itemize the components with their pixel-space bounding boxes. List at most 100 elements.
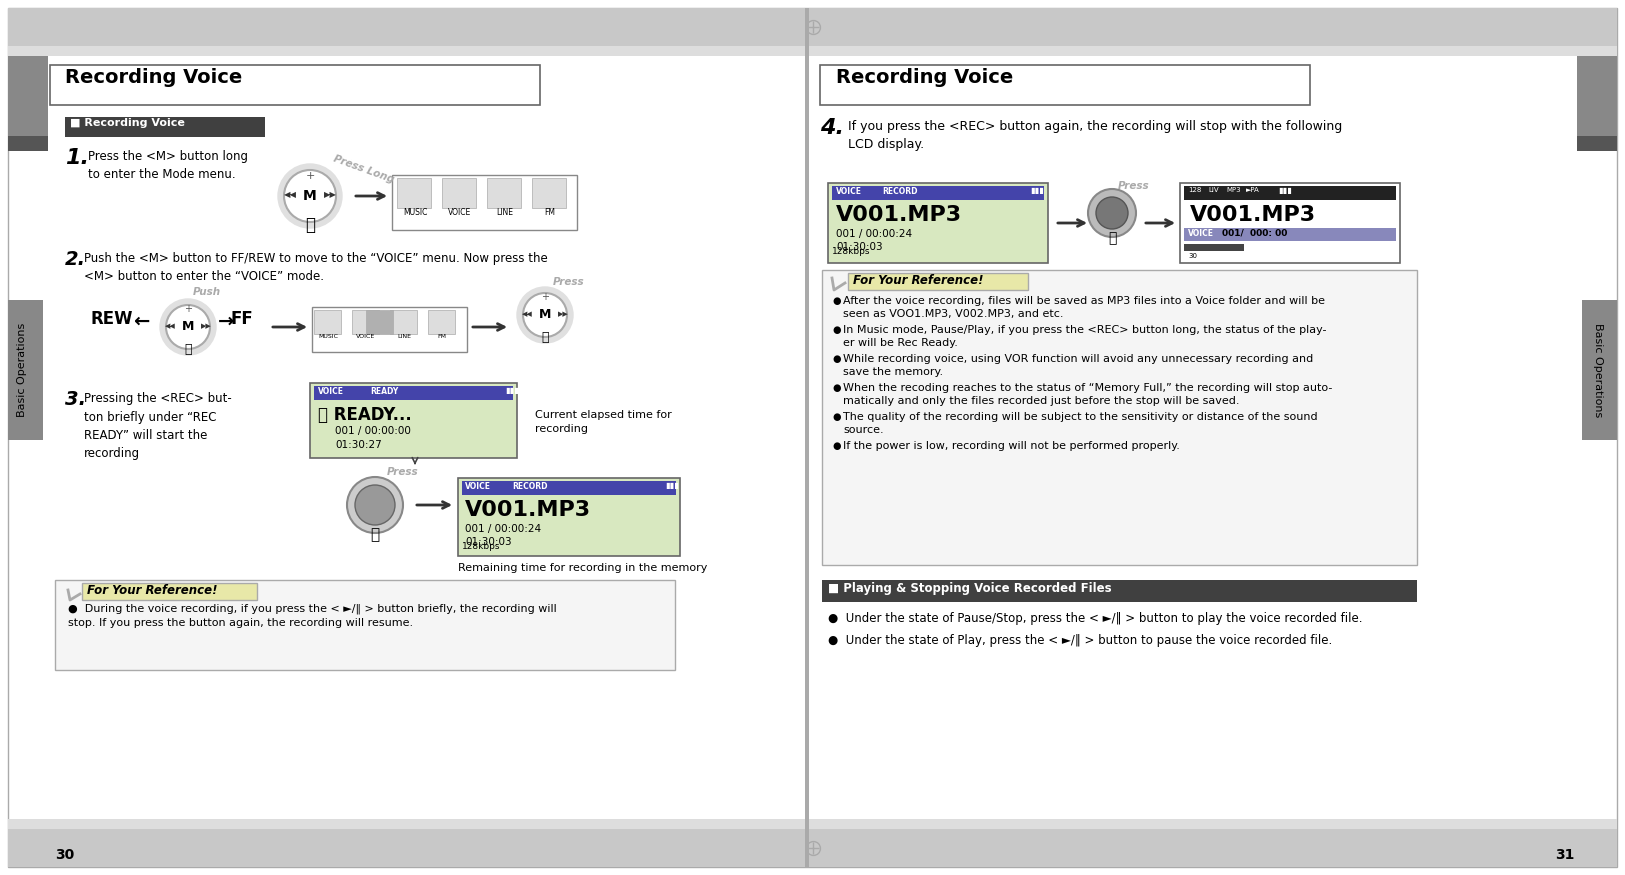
Text: +: + bbox=[306, 171, 315, 181]
Text: Press Long: Press Long bbox=[332, 154, 395, 186]
Text: Pressing the <REC> but-
ton briefly under “REC
READY” will start the
recording: Pressing the <REC> but- ton briefly unde… bbox=[84, 392, 232, 460]
Text: →: → bbox=[218, 312, 234, 331]
Bar bbox=[1185, 186, 1396, 200]
Bar bbox=[461, 481, 676, 495]
Bar bbox=[55, 580, 674, 670]
Text: ●: ● bbox=[832, 412, 840, 422]
Text: Press: Press bbox=[1118, 181, 1149, 191]
Text: seen as VOO1.MP3, V002.MP3, and etc.: seen as VOO1.MP3, V002.MP3, and etc. bbox=[843, 309, 1063, 319]
Text: ●: ● bbox=[832, 325, 840, 335]
Text: 128kbps: 128kbps bbox=[461, 542, 500, 551]
Bar bbox=[488, 178, 522, 208]
Bar bbox=[427, 310, 455, 334]
Text: MP3: MP3 bbox=[1225, 187, 1240, 193]
Text: M: M bbox=[304, 189, 317, 203]
Bar bbox=[392, 175, 577, 230]
Text: Remaining time for recording in the memory: Remaining time for recording in the memo… bbox=[458, 563, 707, 573]
Bar bbox=[822, 580, 1417, 602]
Text: MUSIC: MUSIC bbox=[403, 208, 427, 217]
Circle shape bbox=[1089, 189, 1136, 237]
Text: 001 / 00:00:24: 001 / 00:00:24 bbox=[465, 524, 541, 534]
Text: 31: 31 bbox=[1555, 848, 1575, 862]
Text: ▶▶: ▶▶ bbox=[323, 191, 336, 200]
Text: 3.: 3. bbox=[65, 390, 86, 409]
Text: Basic Operations: Basic Operations bbox=[16, 323, 28, 417]
Text: 🖐: 🖐 bbox=[541, 331, 549, 344]
Text: +: + bbox=[541, 292, 549, 302]
Text: VOICE: VOICE bbox=[1188, 229, 1214, 238]
Text: READY: READY bbox=[370, 387, 398, 396]
Text: 001 / 00:00:00: 001 / 00:00:00 bbox=[335, 426, 411, 436]
Text: LINE: LINE bbox=[497, 208, 514, 217]
Text: In Music mode, Pause/Play, if you press the <REC> button long, the status of the: In Music mode, Pause/Play, if you press … bbox=[843, 325, 1326, 335]
Text: er will be Rec Ready.: er will be Rec Ready. bbox=[843, 338, 957, 348]
Text: REW: REW bbox=[89, 310, 133, 328]
Text: 001/  000: 00: 001/ 000: 00 bbox=[1222, 229, 1287, 238]
Text: V001.MP3: V001.MP3 bbox=[1190, 205, 1316, 225]
Text: VOICE: VOICE bbox=[318, 387, 344, 396]
Bar bbox=[390, 310, 418, 334]
Bar bbox=[1576, 56, 1617, 136]
Text: ◀◀: ◀◀ bbox=[164, 323, 176, 329]
Text: FM: FM bbox=[437, 334, 447, 339]
Text: ▮▮▮: ▮▮▮ bbox=[665, 481, 679, 490]
Bar bbox=[396, 178, 431, 208]
Text: After the voice recording, files will be saved as MP3 files into a Voice folder : After the voice recording, files will be… bbox=[843, 296, 1324, 306]
Text: save the memory.: save the memory. bbox=[843, 367, 942, 377]
Bar bbox=[8, 819, 1617, 829]
Bar bbox=[65, 117, 265, 137]
Text: ●: ● bbox=[832, 354, 840, 364]
Text: If the power is low, recording will not be performed properly.: If the power is low, recording will not … bbox=[843, 441, 1180, 451]
Bar bbox=[8, 300, 42, 440]
Text: VOICE: VOICE bbox=[465, 482, 491, 491]
Circle shape bbox=[523, 293, 567, 337]
Circle shape bbox=[166, 305, 210, 349]
Text: If you press the <REC> button again, the recording will stop with the following
: If you press the <REC> button again, the… bbox=[848, 120, 1342, 151]
Text: ●: ● bbox=[832, 441, 840, 451]
Bar bbox=[822, 270, 1417, 565]
Text: When the recoding reaches to the status of “Memory Full,” the recording will sto: When the recoding reaches to the status … bbox=[843, 383, 1332, 393]
Text: 128: 128 bbox=[1188, 187, 1201, 193]
Circle shape bbox=[354, 485, 395, 525]
Bar bbox=[310, 383, 517, 458]
Text: Press: Press bbox=[552, 277, 585, 287]
Text: MUSIC: MUSIC bbox=[318, 334, 338, 339]
Text: 30: 30 bbox=[1188, 253, 1198, 259]
Bar bbox=[531, 178, 566, 208]
Bar bbox=[458, 478, 679, 556]
Bar bbox=[848, 273, 1029, 290]
Circle shape bbox=[348, 477, 403, 533]
Text: ◀◀: ◀◀ bbox=[283, 191, 296, 200]
Bar bbox=[804, 8, 809, 867]
Bar bbox=[1583, 300, 1617, 440]
Text: 4.: 4. bbox=[821, 118, 843, 138]
Text: ←: ← bbox=[133, 312, 150, 331]
Text: Push: Push bbox=[193, 287, 221, 297]
Bar bbox=[81, 583, 257, 600]
Text: The quality of the recording will be subject to the sensitivity or distance of t: The quality of the recording will be sub… bbox=[843, 412, 1318, 422]
Bar bbox=[353, 310, 379, 334]
Text: 01:30:03: 01:30:03 bbox=[835, 242, 882, 252]
Text: VOICE: VOICE bbox=[835, 187, 861, 196]
Text: FM: FM bbox=[544, 208, 556, 217]
Text: 🖐: 🖐 bbox=[184, 343, 192, 356]
Bar bbox=[8, 46, 1617, 56]
Text: ●  Under the state of Pause/Stop, press the < ►/‖ > button to play the voice rec: ● Under the state of Pause/Stop, press t… bbox=[829, 612, 1362, 625]
Text: Current elapsed time for
recording: Current elapsed time for recording bbox=[535, 410, 671, 434]
Bar bbox=[50, 65, 540, 105]
Text: ►PA: ►PA bbox=[1246, 187, 1259, 193]
Text: ●: ● bbox=[832, 383, 840, 393]
Bar bbox=[314, 386, 514, 400]
Text: Recording Voice: Recording Voice bbox=[65, 68, 242, 87]
Text: ▮▮▮: ▮▮▮ bbox=[505, 386, 518, 395]
Circle shape bbox=[159, 299, 216, 355]
Text: 001 / 00:00:24: 001 / 00:00:24 bbox=[835, 229, 912, 239]
Bar bbox=[1180, 183, 1401, 263]
Text: 30: 30 bbox=[55, 848, 75, 862]
Text: 🖐: 🖐 bbox=[370, 527, 380, 542]
Text: ●: ● bbox=[832, 296, 840, 306]
Text: matically and only the files recorded just before the stop will be saved.: matically and only the files recorded ju… bbox=[843, 396, 1240, 406]
Circle shape bbox=[1095, 197, 1128, 229]
Bar bbox=[1185, 244, 1245, 251]
Text: For Your Reference!: For Your Reference! bbox=[88, 584, 218, 597]
